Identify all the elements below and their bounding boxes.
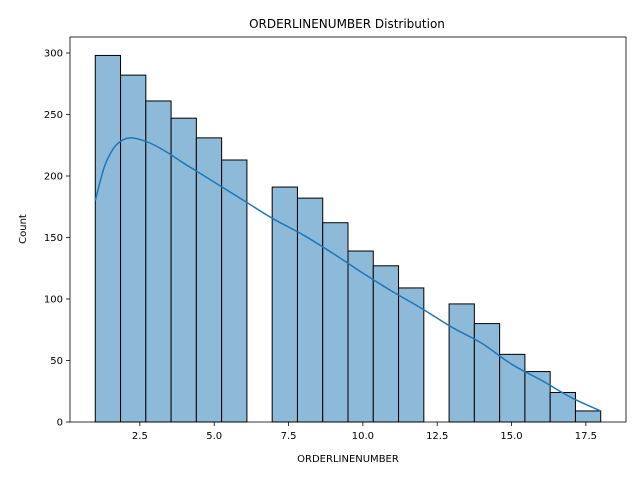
x-axis-label: ORDERLINENUMBER (297, 454, 399, 465)
y-tick-label: 200 (44, 171, 63, 182)
x-tick-label: 15.0 (500, 431, 522, 442)
y-tick-label: 300 (44, 48, 63, 59)
bars-group (94, 54, 602, 423)
histogram-bar (322, 222, 349, 423)
histogram-bar (271, 186, 298, 423)
histogram-bar (473, 323, 501, 423)
histogram-bar (195, 137, 223, 423)
y-tick-label: 100 (44, 294, 63, 305)
plot-frame (69, 36, 627, 423)
histogram-bar (120, 74, 147, 423)
y-tick-label: 0 (57, 418, 63, 429)
x-tick-label: 17.5 (575, 431, 597, 442)
x-tick-label: 10.0 (352, 431, 374, 442)
x-tick-label: 2.5 (132, 431, 148, 442)
histogram-bar (372, 265, 400, 423)
histogram-bar (574, 410, 602, 423)
histogram-bar (94, 54, 122, 423)
histogram-bar (398, 287, 425, 423)
histogram-bar (524, 371, 551, 423)
x-tick-label: 7.5 (281, 431, 297, 442)
chart-title: ORDERLINENUMBER Distribution (249, 17, 445, 31)
y-axis-ticks: 0 50 100 150 200 250 300 (44, 48, 70, 429)
kde-line (94, 137, 602, 412)
histogram-bar (145, 100, 172, 423)
histogram-bar (296, 197, 324, 423)
y-axis-label: Count (18, 214, 29, 244)
x-axis-ticks: 2.5 5.0 7.5 10.0 12.5 15.0 17.5 (132, 422, 597, 442)
histogram-bar (221, 159, 248, 423)
histogram-bar (448, 303, 475, 423)
x-tick-label: 5.0 (206, 431, 222, 442)
x-tick-label: 12.5 (426, 431, 448, 442)
y-tick-label: 50 (50, 356, 63, 367)
y-tick-label: 250 (44, 110, 63, 121)
y-tick-label: 150 (44, 233, 63, 244)
